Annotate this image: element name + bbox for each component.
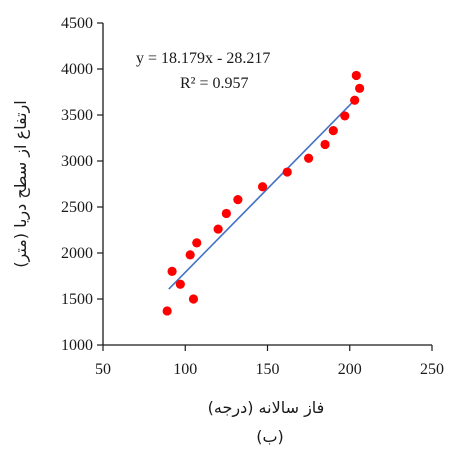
y-tick-label: 2500 [61,199,93,216]
data-point [185,250,195,260]
x-tick-label: 150 [256,361,280,378]
data-point [340,111,350,121]
data-point [304,153,314,163]
trendline-equation: y = 18.179x - 28.217 [136,50,270,67]
y-tick-label: 1000 [61,337,93,354]
data-point [221,208,231,219]
x-tick-label: 50 [95,361,111,378]
r-squared-label: R² = 0.957 [180,75,249,92]
y-axis-ticks: 1000 1500 2000 2500 3000 3500 4000 4500 [61,15,103,354]
data-point [350,95,360,105]
data-point [328,126,338,136]
data-point [282,167,292,177]
data-point [175,279,185,289]
y-tick-label: 4500 [61,15,93,32]
y-axis-title: ارتفاع از سطح دریا (متر) [11,100,31,267]
data-point [192,238,202,248]
y-tick-label: 1500 [61,291,93,308]
data-point [213,224,223,234]
y-tick-label: 3500 [61,107,93,124]
data-point [257,182,268,192]
data-point [320,139,330,150]
data-point [355,83,365,93]
y-tick-label: 2000 [61,245,93,262]
data-point [351,70,361,81]
figure-caption: (ب) [256,427,284,446]
x-axis-title: فاز سالانه (درجه) [208,398,325,418]
data-point [188,294,199,304]
plot-frame [102,23,432,346]
data-point [162,306,172,316]
x-tick-label: 200 [338,361,362,378]
trendline-group [168,99,356,290]
y-tick-label: 3000 [61,153,93,170]
x-tick-label: 250 [420,361,444,378]
data-points [162,70,365,316]
x-tick-label: 100 [173,361,197,378]
x-axis-ticks: 50 100 150 200 250 [95,345,444,378]
trendline [168,99,356,290]
data-point [233,195,243,205]
data-point [167,266,177,276]
y-tick-label: 4000 [61,61,93,78]
